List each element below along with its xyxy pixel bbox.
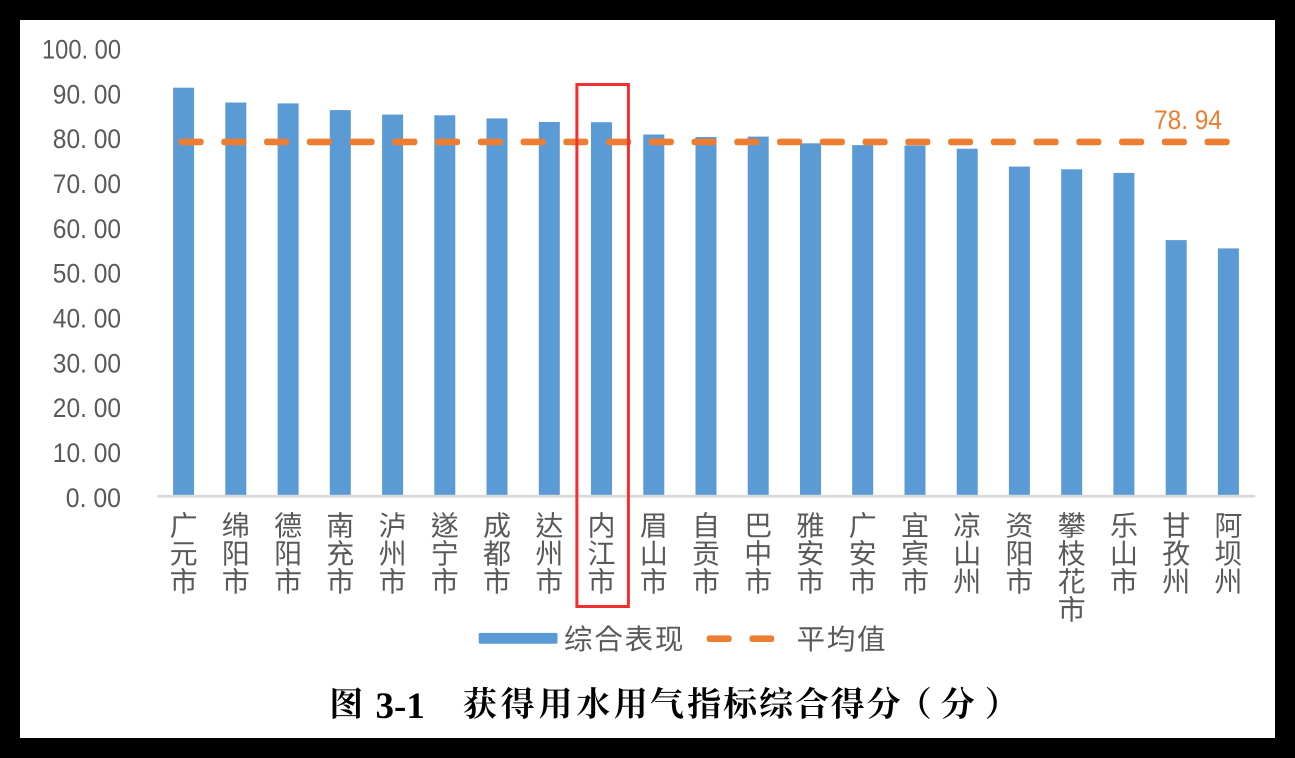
svg-text:10. 00: 10. 00	[53, 438, 121, 468]
svg-text:30. 00: 30. 00	[53, 348, 121, 378]
svg-text:70. 00: 70. 00	[53, 169, 121, 199]
svg-text:40. 00: 40. 00	[53, 304, 121, 334]
svg-text:50. 00: 50. 00	[53, 259, 121, 289]
svg-text:90. 00: 90. 00	[53, 79, 121, 109]
svg-text:60. 00: 60. 00	[53, 214, 121, 244]
svg-text:100. 00: 100. 00	[42, 35, 121, 65]
svg-text:78. 94: 78. 94	[1154, 105, 1222, 135]
svg-text:3-1: 3-1	[376, 686, 425, 727]
svg-text:20. 00: 20. 00	[53, 393, 121, 423]
svg-text:0. 00: 0. 00	[66, 483, 121, 513]
svg-text:80. 00: 80. 00	[53, 124, 121, 154]
